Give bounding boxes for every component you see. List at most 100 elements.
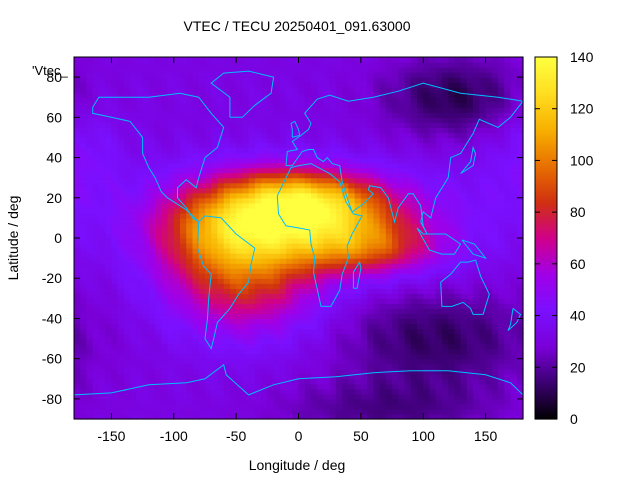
heatmap-cell — [385, 298, 393, 304]
heatmap-cell — [510, 172, 518, 179]
heatmap-cell — [385, 383, 393, 390]
heatmap-cell — [423, 152, 431, 159]
heatmap-cell — [498, 187, 505, 194]
heatmap-cell — [161, 87, 169, 93]
heatmap-cell — [111, 358, 119, 365]
heatmap-cell — [92, 273, 100, 279]
heatmap-cell — [367, 102, 374, 108]
heatmap-cell — [485, 162, 493, 169]
heatmap-cell — [416, 338, 424, 345]
heatmap-cell — [136, 323, 144, 330]
heatmap-cell — [74, 112, 81, 118]
heatmap-cell — [398, 217, 406, 224]
heatmap-cell — [360, 363, 368, 370]
heatmap-cell — [123, 147, 131, 154]
heatmap-cell — [242, 398, 250, 405]
heatmap-cell — [498, 192, 505, 199]
heatmap-cell — [74, 283, 81, 289]
heatmap-cell — [136, 227, 144, 234]
heatmap-cell — [342, 127, 349, 134]
heatmap-cell — [186, 253, 194, 259]
heatmap-cell — [504, 182, 512, 189]
heatmap-cell — [279, 283, 287, 289]
heatmap-cell — [292, 197, 300, 204]
heatmap-cell — [491, 157, 499, 164]
heatmap-cell — [236, 348, 243, 355]
heatmap-cell — [473, 293, 480, 299]
heatmap-cell — [354, 77, 362, 83]
heatmap-cell — [98, 373, 106, 380]
heatmap-cell — [180, 413, 187, 420]
heatmap-cell — [342, 268, 349, 274]
heatmap-cell — [329, 333, 337, 340]
heatmap-cell — [392, 162, 399, 169]
heatmap-cell — [398, 333, 406, 340]
heatmap-cell — [173, 217, 181, 224]
heatmap-cell — [510, 87, 518, 93]
heatmap-cell — [323, 378, 331, 385]
heatmap-cell — [360, 82, 368, 88]
heatmap-cell — [130, 308, 137, 315]
heatmap-cell — [261, 338, 268, 345]
heatmap-cell — [454, 343, 462, 350]
heatmap-cell — [92, 393, 100, 400]
heatmap-cell — [111, 383, 119, 390]
heatmap-cell — [223, 238, 231, 244]
heatmap-cell — [148, 338, 156, 345]
heatmap-cell — [267, 253, 275, 259]
heatmap-cell — [379, 72, 387, 78]
heatmap-cell — [317, 308, 325, 315]
heatmap-cell — [329, 378, 337, 385]
heatmap-cell — [92, 82, 100, 88]
heatmap-cell — [510, 227, 518, 234]
heatmap-cell — [516, 197, 524, 204]
heatmap-cell — [123, 333, 131, 340]
heatmap-cell — [310, 182, 318, 189]
heatmap-cell — [80, 273, 88, 279]
heatmap-cell — [136, 273, 144, 279]
heatmap-cell — [173, 353, 181, 360]
heatmap-cell — [516, 162, 524, 169]
heatmap-cell — [98, 117, 106, 123]
heatmap-cell — [223, 197, 231, 204]
heatmap-cell — [473, 303, 480, 309]
heatmap-cell — [223, 403, 231, 410]
heatmap-cell — [204, 328, 212, 335]
heatmap-cell — [342, 253, 349, 259]
heatmap-cell — [236, 92, 243, 98]
heatmap-cell — [267, 318, 275, 325]
heatmap-cell — [360, 243, 368, 249]
heatmap-cell — [460, 293, 468, 299]
heatmap-cell — [273, 232, 281, 239]
heatmap-cell — [223, 378, 231, 385]
heatmap-cell — [385, 303, 393, 309]
heatmap-cell — [292, 182, 300, 189]
heatmap-cell — [111, 273, 119, 279]
heatmap-cell — [198, 117, 206, 123]
heatmap-cell — [354, 318, 362, 325]
heatmap-cell — [379, 162, 387, 169]
heatmap-cell — [454, 127, 462, 134]
heatmap-cell — [329, 222, 337, 229]
heatmap-cell — [254, 408, 262, 415]
heatmap-cell — [423, 82, 431, 88]
heatmap-cell — [404, 308, 412, 315]
heatmap-cell — [155, 157, 162, 164]
heatmap-cell — [323, 403, 331, 410]
heatmap-cell — [261, 368, 268, 375]
heatmap-cell — [510, 298, 518, 304]
heatmap-cell — [198, 137, 206, 144]
heatmap-cell — [404, 192, 412, 199]
heatmap-cell — [504, 142, 512, 149]
heatmap-cell — [342, 142, 349, 149]
heatmap-cell — [360, 313, 368, 320]
heatmap-cell — [454, 152, 462, 159]
heatmap-cell — [180, 338, 187, 345]
heatmap-cell — [180, 132, 187, 139]
heatmap-cell — [148, 243, 156, 249]
heatmap-cell — [354, 313, 362, 320]
heatmap-cell — [148, 127, 156, 134]
heatmap-cell — [466, 363, 474, 370]
heatmap-cell — [217, 127, 225, 134]
heatmap-cell — [229, 112, 237, 118]
